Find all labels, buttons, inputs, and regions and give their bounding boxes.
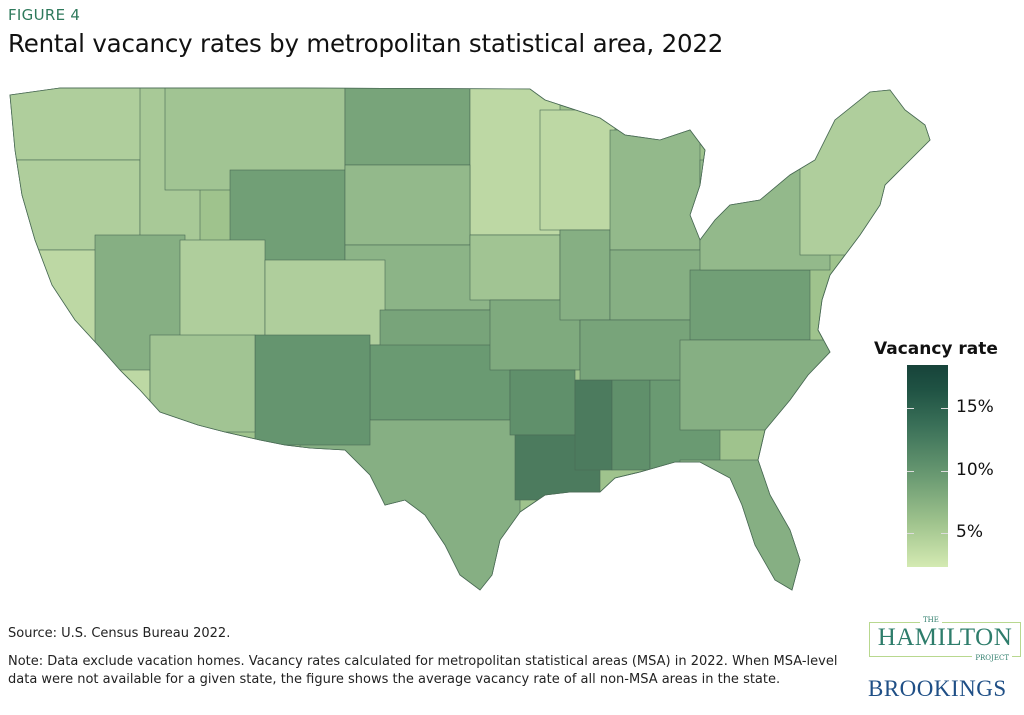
region-wa [10,88,151,161]
logo-project: PROJECT [972,654,1012,662]
region-fl [679,459,801,590]
region-ar [509,369,576,436]
logo-hamilton: HAMILTON [877,624,1013,651]
region-az [149,334,256,433]
region-ut [179,239,266,341]
region-nm [254,334,371,446]
source-text: Source: U.S. Census Bureau 2022. [8,626,231,641]
region-co [264,259,386,346]
legend-color-bar [907,365,948,567]
region-nc-sc [679,339,831,431]
region-wi [539,109,616,231]
brookings-logo: BROOKINGS [868,676,1007,701]
region-ms [574,379,613,471]
figure-label: FIGURE 4 [8,6,81,24]
region-sd [344,164,471,246]
region-new-england [799,88,930,256]
legend-tick-10 [907,471,948,472]
region-wv-va [689,269,811,341]
region-al [611,379,651,471]
legend-label-10: 10% [956,460,994,480]
us-map [9,87,931,591]
legend-title: Vacancy rate [874,339,998,359]
chart-title: Rental vacancy rates by metropolitan sta… [8,29,724,58]
region-ok [369,344,511,421]
region-tx [299,419,521,590]
logo-the: THE [920,616,942,624]
hamilton-project-logo: THE HAMILTON PROJECT [869,616,1021,662]
region-mi [609,129,701,251]
us-border [9,87,931,591]
region-il [559,229,611,321]
legend-tick-5 [907,533,948,534]
legend-label-5: 5% [956,522,983,542]
note-text: Note: Data exclude vacation homes. Vacan… [8,654,838,687]
legend-label-15: 15% [956,397,994,417]
region-nd [344,88,471,166]
region-ia [469,234,561,301]
legend-tick-15 [907,408,948,409]
